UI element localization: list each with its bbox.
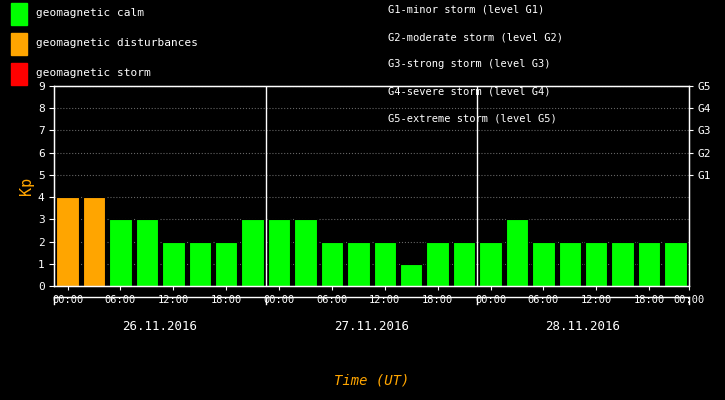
Bar: [136, 219, 158, 286]
Bar: [188, 242, 211, 286]
Text: Time (UT): Time (UT): [334, 373, 409, 387]
Bar: [453, 242, 476, 286]
Bar: [320, 242, 343, 286]
Text: 27.11.2016: 27.11.2016: [334, 320, 409, 332]
Text: G3-strong storm (level G3): G3-strong storm (level G3): [388, 60, 550, 70]
Bar: [506, 219, 529, 286]
Text: G1-minor storm (level G1): G1-minor storm (level G1): [388, 5, 544, 15]
Bar: [585, 242, 608, 286]
Bar: [109, 219, 132, 286]
Bar: [558, 242, 581, 286]
Bar: [347, 242, 370, 286]
Text: geomagnetic calm: geomagnetic calm: [36, 8, 144, 18]
Text: geomagnetic storm: geomagnetic storm: [36, 68, 150, 78]
Bar: [638, 242, 660, 286]
Y-axis label: Kp: Kp: [19, 177, 34, 195]
Bar: [664, 242, 687, 286]
Bar: [83, 197, 105, 286]
Bar: [57, 197, 79, 286]
Bar: [162, 242, 185, 286]
Text: G2-moderate storm (level G2): G2-moderate storm (level G2): [388, 32, 563, 42]
Bar: [532, 242, 555, 286]
Bar: [479, 242, 502, 286]
Bar: [268, 219, 290, 286]
Bar: [215, 242, 237, 286]
Text: 28.11.2016: 28.11.2016: [545, 320, 621, 332]
Bar: [426, 242, 449, 286]
Text: geomagnetic disturbances: geomagnetic disturbances: [36, 38, 197, 48]
Bar: [241, 219, 264, 286]
Text: G5-extreme storm (level G5): G5-extreme storm (level G5): [388, 114, 557, 124]
Bar: [611, 242, 634, 286]
Text: G4-severe storm (level G4): G4-severe storm (level G4): [388, 87, 550, 97]
Text: 26.11.2016: 26.11.2016: [123, 320, 198, 332]
Bar: [294, 219, 317, 286]
Bar: [400, 264, 423, 286]
Bar: [373, 242, 396, 286]
